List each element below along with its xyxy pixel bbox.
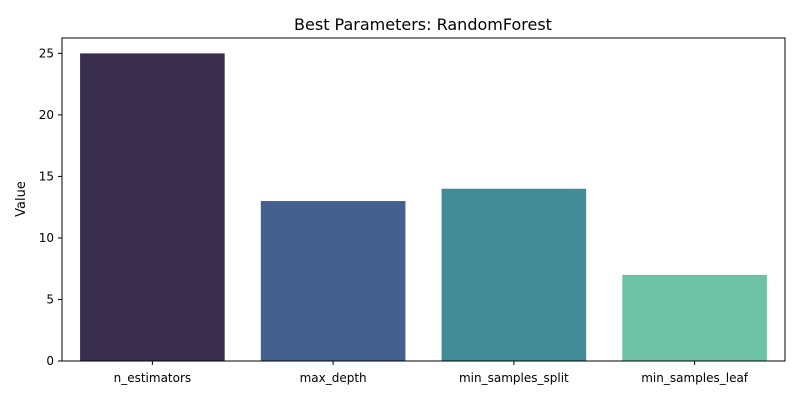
bar-min-samples-split: [441, 188, 587, 361]
x-tick-label: n_estimators: [114, 371, 192, 385]
y-tick-label: 0: [46, 354, 54, 368]
y-tick-label: 25: [39, 46, 54, 60]
y-tick-label: 5: [46, 292, 54, 306]
x-tick-label: max_depth: [300, 371, 367, 385]
y-tick-label: 15: [39, 169, 54, 183]
bar-min-samples-leaf: [622, 274, 767, 361]
x-tick-label: min_samples_leaf: [641, 371, 749, 385]
y-tick-label: 20: [39, 108, 54, 122]
bars-group: [80, 53, 767, 361]
x-tick-label: min_samples_split: [459, 371, 569, 385]
x-ticks-group: n_estimators max_depth min_samples_split mi…: [114, 361, 749, 385]
chart-title: Best Parameters: RandomForest: [294, 15, 552, 34]
plot-frame: [61, 37, 786, 362]
y-tick-label: 10: [39, 231, 54, 245]
bar-max-depth: [260, 201, 406, 361]
y-axis-label: Value: [14, 181, 29, 217]
y-ticks-group: 0 5 10 15 20 25: [39, 46, 62, 368]
bar-n-estimators: [80, 53, 225, 361]
